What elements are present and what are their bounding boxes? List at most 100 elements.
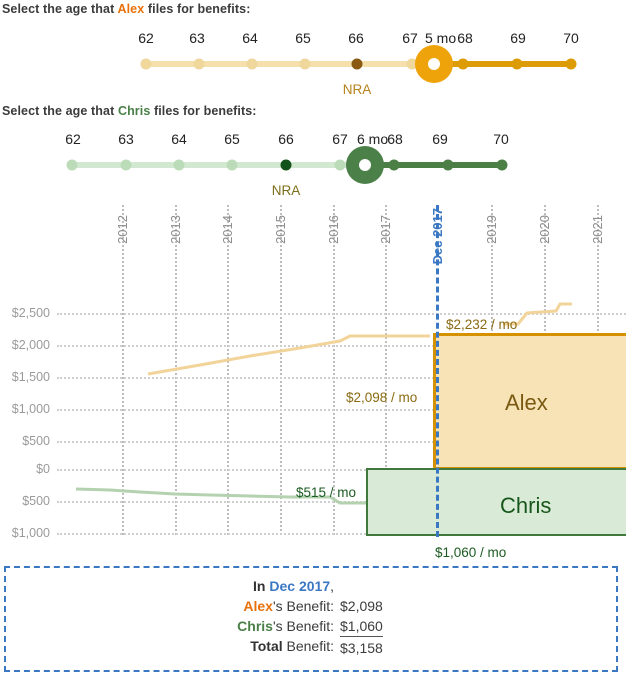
summary-total-label: Total Benefit: [162, 636, 340, 658]
alex-stop-68[interactable] [457, 58, 469, 70]
chris-stop-70[interactable] [496, 159, 508, 171]
alex-tick-70[interactable]: 70 [563, 30, 579, 46]
alex-tick-65[interactable]: 65 [295, 30, 311, 46]
alex-slider-handle[interactable] [415, 45, 453, 83]
chris-tick-67[interactable]: 67 [332, 131, 348, 147]
chris-stop-69[interactable] [442, 159, 454, 171]
gridline-vertical [122, 205, 124, 535]
gridline-horizontal [57, 533, 626, 535]
yaxis-label-1000: $1,000 [11, 402, 50, 416]
chris-selected-callout: $1,060 / mo [435, 545, 507, 560]
alex-prompt-prefix: Select the age that [2, 2, 118, 16]
chris-tick-68[interactable]: 68 [387, 131, 403, 147]
alex-prompt-suffix: files for benefits: [144, 2, 251, 16]
chris-stop-65[interactable] [226, 159, 238, 171]
yaxis-label-neg-1000: $1,000 [11, 526, 50, 540]
alex-nra-marker[interactable] [351, 58, 363, 70]
gridline-horizontal-zero [57, 469, 626, 471]
alex-tick-68[interactable]: 68 [457, 30, 473, 46]
summary-alex-name: Alex [243, 598, 273, 614]
chris-benefit-area [366, 468, 626, 536]
chris-nra-label: NRA [271, 183, 301, 198]
chris-stop-64[interactable] [173, 159, 185, 171]
summary-row-chris: Chris's Benefit: $1,060 [6, 616, 616, 636]
gridline-horizontal [57, 377, 626, 379]
summary-alex-suffix: 's Benefit: [272, 598, 334, 614]
chris-history-callout: $515 / mo [296, 485, 357, 500]
chris-area-label: Chris [500, 493, 552, 518]
alex-age-slider[interactable]: 62 63 64 65 66 67 68 69 70 5 mo NRA [0, 30, 626, 97]
chris-track-unselected[interactable] [72, 162, 367, 168]
alex-stop-64[interactable] [246, 58, 258, 70]
summary-total-value-text: $3,158 [340, 636, 383, 658]
alex-stop-62[interactable] [140, 58, 152, 70]
alex-slider-prompt: Select the age that Alex files for benef… [2, 2, 250, 16]
chris-prompt-suffix: files for benefits: [150, 104, 257, 118]
alex-tick-67[interactable]: 67 [402, 30, 418, 46]
chris-stop-68[interactable] [388, 159, 400, 171]
summary-period-value: Dec 2017 [269, 578, 331, 594]
summary-total-value: $3,158 [340, 636, 460, 658]
summary-row-alex: Alex's Benefit: $2,098 [6, 596, 616, 616]
yaxis-label-1500: $1,500 [11, 370, 50, 384]
alex-selected-value-label: 5 mo [425, 30, 457, 46]
alex-stop-70[interactable] [565, 58, 577, 70]
gridline-vertical [280, 205, 282, 535]
alex-nra-label: NRA [342, 82, 372, 97]
chris-age-slider[interactable]: 62 63 64 65 66 67 68 69 70 6 mo NRA [0, 131, 626, 198]
alex-track-selected[interactable] [432, 61, 572, 67]
alex-tick-66[interactable]: 66 [348, 30, 364, 46]
summary-chris-suffix: 's Benefit: [272, 618, 334, 634]
gridline-horizontal [57, 345, 626, 347]
chris-stop-63[interactable] [120, 159, 132, 171]
summary-chris-name: Chris [237, 618, 273, 634]
alex-handle-hole [428, 58, 440, 70]
alex-track-unselected[interactable] [146, 61, 436, 67]
gridline-vertical [333, 205, 335, 535]
alex-tick-69[interactable]: 69 [510, 30, 526, 46]
alex-stop-65[interactable] [299, 58, 311, 70]
alex-benefit-area [433, 333, 626, 469]
gridline-vertical [385, 205, 387, 535]
alex-tick-62[interactable]: 62 [138, 30, 154, 46]
gridline-horizontal [57, 441, 626, 443]
chris-stop-62[interactable] [66, 159, 78, 171]
chris-stop-67[interactable] [334, 159, 346, 171]
alex-stop-69[interactable] [511, 58, 523, 70]
summary-alex-label: Alex's Benefit: [162, 596, 340, 616]
summary-period-comma: , [330, 578, 334, 594]
summary-in-word: In [253, 578, 266, 594]
chris-tick-62[interactable]: 62 [65, 131, 81, 147]
chris-tick-64[interactable]: 64 [171, 131, 187, 147]
benefit-projection-chart: 2012 2013 2014 2015 2016 2017 Dec 2017 2… [0, 205, 626, 560]
chris-nra-marker[interactable] [280, 159, 292, 171]
chris-tick-69[interactable]: 69 [432, 131, 448, 147]
alex-tick-64[interactable]: 64 [242, 30, 258, 46]
chris-slider-prompt: Select the age that Chris files for bene… [2, 104, 257, 118]
chris-prompt-name: Chris [117, 104, 151, 118]
chris-tick-70[interactable]: 70 [493, 131, 509, 147]
alex-selected-callout: $2,098 / mo [346, 390, 418, 405]
gridline-horizontal [57, 313, 626, 315]
alex-tick-63[interactable]: 63 [189, 30, 205, 46]
chris-tick-66[interactable]: 66 [278, 131, 294, 147]
summary-content: In Dec 2017, Alex's Benefit: $2,098 Chri… [6, 576, 616, 658]
yaxis-label-0: $0 [36, 462, 50, 476]
chris-tick-63[interactable]: 63 [118, 131, 134, 147]
summary-period-spacer [340, 576, 460, 596]
summary-row-total: Total Benefit: $3,158 [6, 636, 616, 658]
alex-history-line [147, 334, 430, 376]
chris-slider-handle[interactable] [346, 146, 384, 184]
yaxis-label-2000: $2,000 [11, 338, 50, 352]
chris-track-selected[interactable] [363, 162, 503, 168]
summary-chris-value: $1,060 [340, 618, 383, 634]
chris-handle-hole [359, 159, 371, 171]
yaxis-label-2500: $2,500 [11, 306, 50, 320]
summary-period-label: In Dec 2017, [162, 576, 340, 596]
alex-stop-63[interactable] [193, 58, 205, 70]
chris-tick-65[interactable]: 65 [224, 131, 240, 147]
chris-history-line [75, 487, 330, 499]
alex-stop-67[interactable] [406, 58, 418, 70]
summary-total-suffix: Benefit: [282, 638, 335, 654]
